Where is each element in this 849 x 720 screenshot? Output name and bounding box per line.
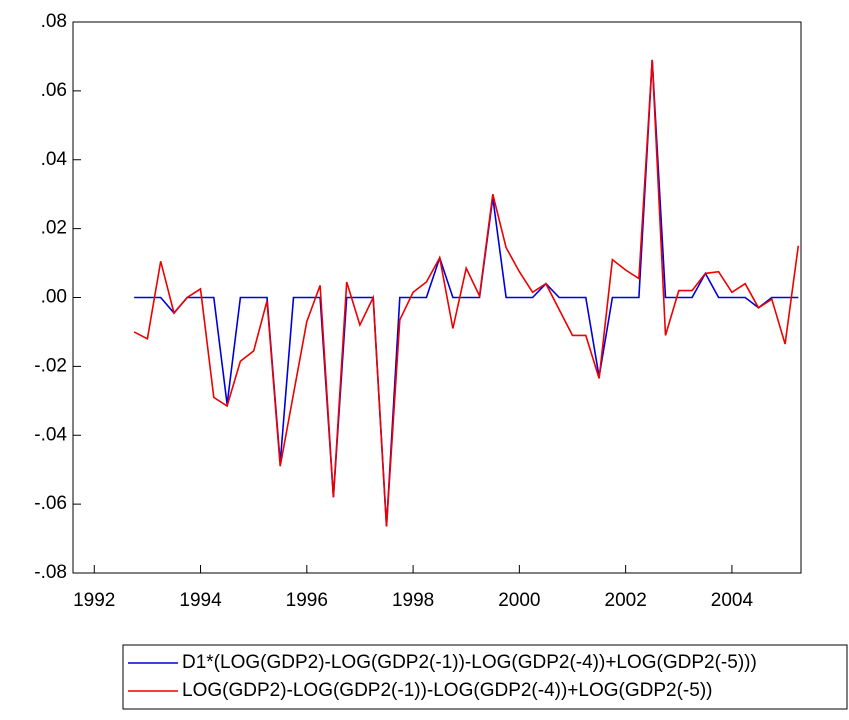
x-tick-label: 1996 [286, 590, 328, 611]
y-tick-label: -.02 [34, 355, 67, 376]
y-tick-label: -.06 [34, 493, 67, 514]
legend-box [122, 644, 848, 710]
y-tick-label: .04 [41, 149, 68, 170]
x-tick-label: 2004 [711, 590, 754, 611]
y-tick-label: -.08 [34, 562, 67, 583]
y-tick-label: .00 [41, 287, 67, 308]
legend-label: LOG(GDP2)-LOG(GDP2(-1))-LOG(GDP2(-4))+LO… [182, 680, 712, 701]
legend-label: D1*(LOG(GDP2)-LOG(GDP2(-1))-LOG(GDP2(-4)… [182, 652, 757, 673]
y-tick-label: -.04 [34, 424, 67, 445]
series-line [133, 59, 800, 527]
x-tick-label: 1994 [179, 590, 222, 611]
x-tick-label: 1998 [392, 590, 434, 611]
y-tick-label: .06 [41, 80, 67, 101]
x-tick-label: 1992 [73, 590, 115, 611]
x-tick-label: 2002 [605, 590, 647, 611]
y-tick-label: .08 [41, 11, 67, 32]
series-line [134, 59, 799, 527]
x-tick-label: 2000 [498, 590, 540, 611]
y-tick-label: .02 [41, 218, 67, 239]
